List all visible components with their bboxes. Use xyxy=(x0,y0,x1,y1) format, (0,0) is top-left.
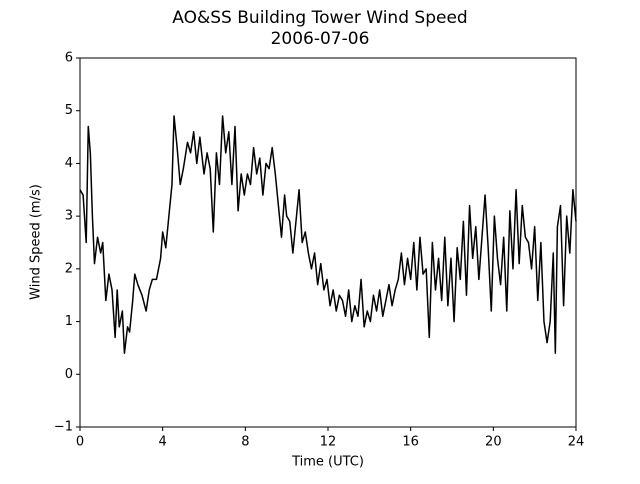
x-tick-label: 24 xyxy=(568,435,585,450)
y-tick-label: 0 xyxy=(65,367,73,382)
x-tick-label: 4 xyxy=(159,435,167,450)
chart-title: AO&SS Building Tower Wind Speed xyxy=(172,8,467,28)
y-tick-label: 1 xyxy=(65,314,73,329)
y-tick-label: 2 xyxy=(65,261,73,276)
y-tick-label: 6 xyxy=(65,51,73,66)
x-tick-label: 8 xyxy=(241,435,249,450)
plot-frame xyxy=(79,57,577,428)
y-tick-label: 5 xyxy=(65,103,73,118)
y-tick-label: −1 xyxy=(54,420,73,435)
x-tick-label: 12 xyxy=(320,435,337,450)
x-tick-label: 20 xyxy=(485,435,502,450)
line-series xyxy=(79,115,577,354)
y-axis-label: Wind Speed (m/s) xyxy=(29,184,44,300)
chart-subtitle: 2006-07-06 xyxy=(271,29,370,49)
y-tick-label: 4 xyxy=(65,156,73,171)
y-tick-label: 3 xyxy=(65,209,73,224)
x-tick-label: 0 xyxy=(76,435,84,450)
x-tick-label: 16 xyxy=(402,435,419,450)
x-axis-label: Time (UTC) xyxy=(291,455,364,470)
